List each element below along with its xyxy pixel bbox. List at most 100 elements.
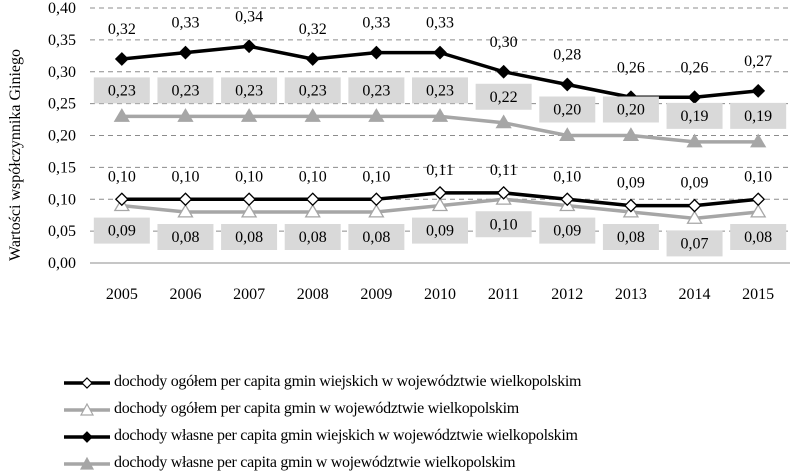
data-point bbox=[623, 198, 638, 213]
x-tick-label: 2007 bbox=[233, 286, 265, 303]
y-axis-title-text: Wartości współczynnika Giniego bbox=[7, 49, 24, 261]
y-axis-ticks: 0,00 0,05 0,10 0,15 0,20 0,25 0,30 0,35 0,40 bbox=[48, 0, 76, 272]
data-label-box bbox=[284, 77, 341, 104]
y-tick-label: 0,30 bbox=[48, 64, 76, 81]
data-label: 0,08 bbox=[171, 229, 199, 246]
data-point bbox=[559, 127, 576, 142]
data-point bbox=[368, 203, 385, 218]
data-label: 0,33 bbox=[362, 15, 390, 32]
data-label-box bbox=[539, 96, 596, 123]
data-point bbox=[686, 133, 703, 148]
data-label: 0,33 bbox=[171, 15, 199, 32]
data-point bbox=[622, 127, 640, 142]
data-label: 0,20 bbox=[617, 102, 645, 119]
legend-item-1: dochody ogółem per capita gmin wiejskich… bbox=[62, 370, 797, 396]
legend-label-4: dochody własne per capita gmin w wojewód… bbox=[114, 454, 516, 471]
data-label: 0,23 bbox=[426, 82, 454, 99]
data-label: 0,11 bbox=[490, 162, 517, 179]
data-label-box bbox=[475, 211, 532, 238]
x-tick-label: 2011 bbox=[488, 286, 519, 303]
legend-swatch-filled-triangle-gray bbox=[64, 456, 110, 470]
data-point bbox=[114, 52, 129, 66]
legend-item-3: dochody własne per capita gmin wiejskich… bbox=[62, 424, 797, 450]
data-point bbox=[242, 39, 257, 54]
data-point bbox=[368, 108, 385, 122]
x-tick-label: 2012 bbox=[551, 286, 583, 303]
data-point bbox=[369, 45, 384, 60]
data-label: 0,09 bbox=[426, 223, 454, 240]
legend-label-1: dochody ogółem per capita gmin wiejskich… bbox=[114, 373, 582, 390]
data-label-box bbox=[602, 96, 659, 123]
data-label-box bbox=[93, 77, 150, 104]
data-label: 0,09 bbox=[617, 175, 645, 192]
data-point bbox=[560, 77, 575, 92]
data-label-box bbox=[539, 217, 596, 244]
data-label-box bbox=[348, 77, 405, 104]
x-axis-ticks: 2005 2006 2007 2008 2009 2010 2011 2012 2013 2014… bbox=[106, 286, 774, 303]
data-point bbox=[433, 45, 447, 60]
data-point bbox=[431, 108, 449, 122]
data-label-box bbox=[730, 102, 787, 129]
data-label-box bbox=[221, 224, 278, 250]
x-tick-label: 2010 bbox=[424, 286, 456, 303]
data-point bbox=[304, 203, 321, 218]
legend-swatch-filled-diamond-black bbox=[64, 431, 110, 443]
y-tick-label: 0,25 bbox=[48, 96, 76, 113]
data-point bbox=[114, 192, 129, 207]
data-label: 0,10 bbox=[235, 168, 263, 185]
data-label-box bbox=[666, 102, 723, 129]
data-label-box bbox=[730, 224, 787, 250]
data-label-box bbox=[284, 224, 341, 250]
data-point bbox=[113, 108, 130, 122]
data-label: 0,08 bbox=[299, 229, 327, 246]
data-point bbox=[751, 83, 766, 98]
x-tick-label: 2006 bbox=[169, 286, 201, 303]
data-label: 0,28 bbox=[553, 47, 581, 64]
data-label-box bbox=[602, 224, 659, 250]
data-label-box bbox=[412, 217, 468, 244]
data-point bbox=[177, 203, 194, 218]
data-label: 0,19 bbox=[681, 108, 709, 125]
data-label: 0,08 bbox=[362, 229, 390, 246]
data-label: 0,10 bbox=[490, 216, 518, 233]
data-point bbox=[750, 203, 767, 218]
legend: dochody ogółem per capita gmin wiejskich… bbox=[62, 370, 797, 475]
legend-item-4: dochody własne per capita gmin w wojewód… bbox=[62, 451, 797, 475]
y-tick-label: 0,15 bbox=[48, 159, 76, 176]
data-point bbox=[687, 90, 702, 105]
data-point bbox=[687, 198, 702, 213]
data-label-box bbox=[475, 83, 532, 110]
data-label: 0,23 bbox=[299, 82, 327, 99]
data-label: 0,22 bbox=[490, 89, 518, 106]
y-tick-label: 0,05 bbox=[48, 223, 76, 240]
y-axis-title: Wartości współczynnika Giniego bbox=[7, 49, 24, 261]
legend-swatch-open-diamond-black bbox=[64, 377, 110, 389]
legend-label-3: dochody własne per capita gmin wiejskich… bbox=[114, 427, 578, 444]
y-tick-label: 0,00 bbox=[48, 255, 76, 272]
data-point bbox=[305, 52, 320, 66]
data-point bbox=[496, 185, 511, 200]
data-point bbox=[305, 192, 320, 207]
data-labels: 0,10 0,10 0,10 0,10 0,10 0,11 0,11 0,10 0,09 0,09… bbox=[93, 8, 787, 257]
data-label: 0,20 bbox=[553, 102, 581, 119]
data-point bbox=[495, 114, 512, 129]
data-point bbox=[240, 203, 258, 218]
grid-lines bbox=[90, 7, 790, 264]
legend-item-2: dochody ogółem per capita gmin w wojewód… bbox=[62, 397, 797, 423]
data-point bbox=[433, 185, 447, 200]
data-label: 0,10 bbox=[362, 168, 390, 185]
data-point bbox=[369, 192, 384, 207]
data-point bbox=[431, 197, 449, 212]
data-label-box bbox=[93, 217, 150, 244]
data-label-box bbox=[157, 224, 214, 250]
data-label: 0,26 bbox=[617, 59, 645, 76]
data-point bbox=[751, 192, 766, 207]
data-label: 0,07 bbox=[681, 235, 709, 252]
data-label: 0,34 bbox=[235, 8, 263, 25]
data-point bbox=[750, 133, 767, 148]
data-label: 0,23 bbox=[362, 82, 390, 99]
legend-label-2: dochody ogółem per capita gmin w wojewód… bbox=[114, 400, 519, 417]
data-point bbox=[242, 192, 257, 207]
x-tick-label: 2015 bbox=[742, 286, 774, 303]
